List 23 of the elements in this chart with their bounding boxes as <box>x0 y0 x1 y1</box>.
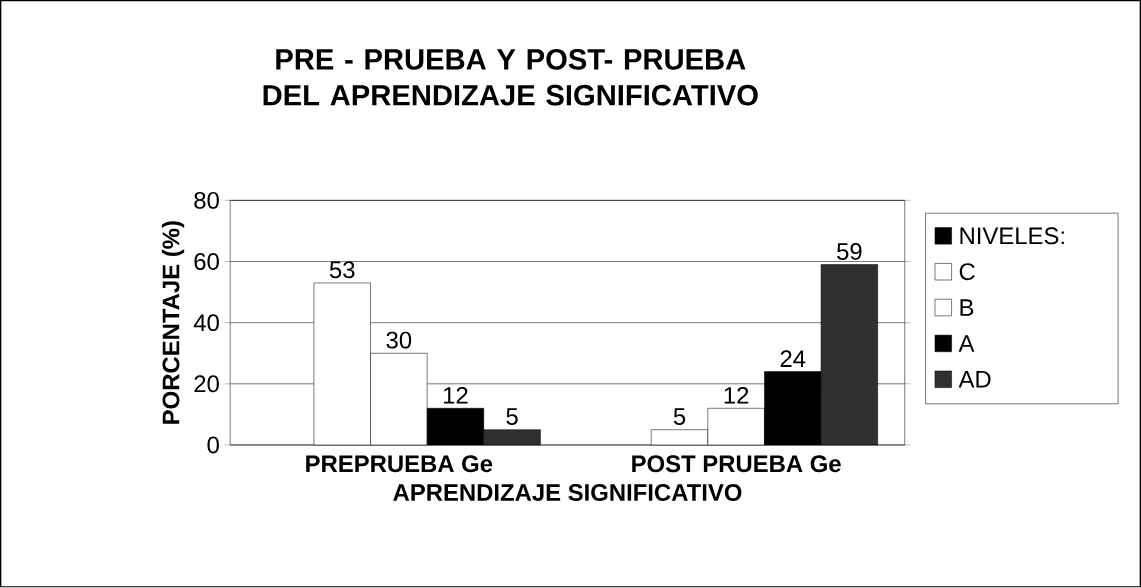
data-label: 5 <box>673 408 686 426</box>
data-label: 12 <box>443 387 468 404</box>
data-label: 59 <box>837 243 862 261</box>
legend-label: NIVELES: <box>960 227 1064 245</box>
chart-title: PRE - PRUEBA Y POST- PRUEBA DEL APRENDIZAJE SIGNIFICATIVO <box>263 49 758 106</box>
legend-label: A <box>958 335 975 352</box>
data-label: 30 <box>386 331 412 349</box>
y-tick-label: 60 <box>194 253 219 271</box>
data-label: 12 <box>724 387 749 404</box>
legend-label: AD <box>958 371 991 388</box>
x-axis-title: APRENDIZAJE SIGNIFICATIVO <box>393 484 742 502</box>
x-tick-label: PREPRUEBA Ge <box>306 455 493 473</box>
data-label: 5 <box>506 408 518 426</box>
legend-label: B <box>960 299 974 316</box>
y-tick-label: 0 <box>207 436 219 454</box>
data-label: 24 <box>780 350 806 368</box>
y-tick-label: 40 <box>193 314 219 332</box>
y-tick-label: 80 <box>194 192 219 210</box>
y-tick-label: 20 <box>194 375 219 393</box>
data-label: 53 <box>329 261 355 279</box>
x-tick-label: POST PRUEBA Ge <box>632 455 841 473</box>
y-axis-title: PORCENTAJE (%) <box>161 221 185 424</box>
legend-label: C <box>959 263 975 281</box>
